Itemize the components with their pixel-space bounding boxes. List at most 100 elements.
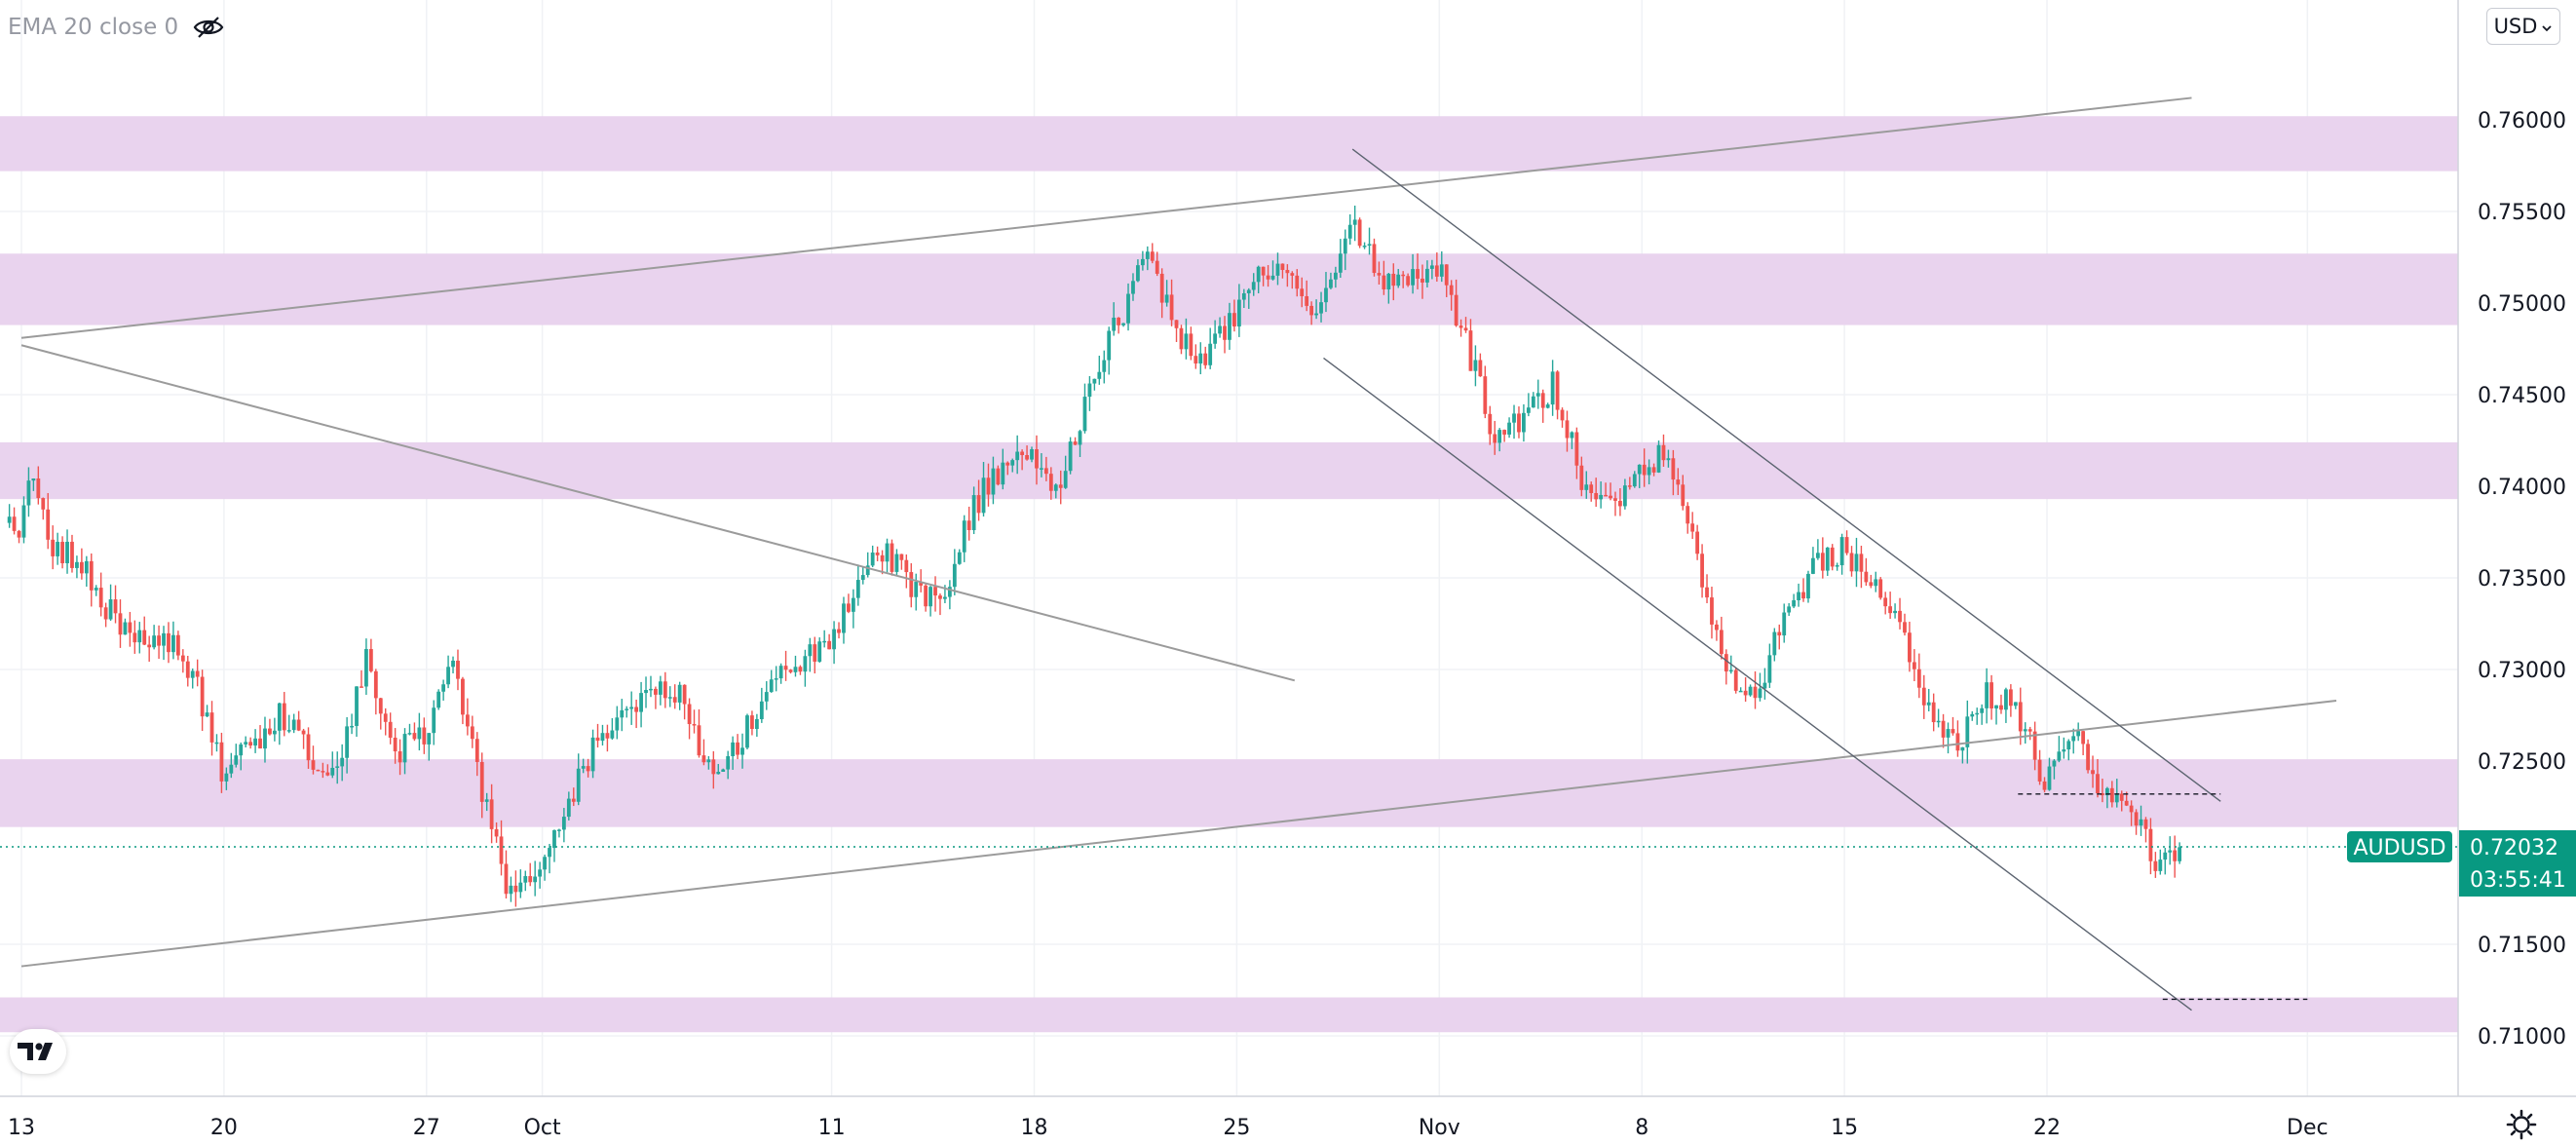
candle-down — [1594, 492, 1599, 500]
candle-down — [1681, 484, 1686, 507]
candle-down — [133, 632, 137, 643]
candle-down — [736, 742, 739, 755]
candle-down — [1651, 467, 1656, 473]
candle-up — [658, 681, 663, 695]
candle-up — [1092, 378, 1097, 384]
candle-up — [1531, 396, 1535, 408]
candle-down — [1560, 409, 1565, 421]
candle-up — [2076, 731, 2081, 737]
candle-up — [1854, 554, 1859, 572]
candle-down — [1488, 413, 1493, 435]
candle-down — [499, 836, 504, 864]
candle-up — [190, 670, 195, 678]
candle-up — [803, 656, 808, 672]
candle-down — [2109, 787, 2114, 803]
candle-down — [147, 644, 152, 648]
candle-up — [1068, 441, 1073, 472]
time-tick-label: 18 — [1021, 1116, 1048, 1140]
candle-up — [952, 563, 957, 588]
candle-down — [701, 755, 706, 763]
candle-down — [2148, 828, 2153, 861]
time-tick-label: 27 — [413, 1116, 440, 1140]
candle-down — [1117, 317, 1121, 325]
candle-up — [1535, 393, 1540, 397]
candle-down — [1478, 360, 1483, 377]
time-tick-label: Dec — [2287, 1116, 2329, 1140]
candle-down — [383, 713, 388, 722]
candle-up — [894, 554, 899, 572]
candle-up — [870, 553, 875, 566]
candle-up — [137, 630, 142, 643]
candle-down — [1903, 622, 1907, 633]
candle-up — [745, 715, 749, 748]
candle-down — [1710, 597, 1714, 625]
last-price-tags: AUDUSD 0.72032 03:55:41 — [2347, 829, 2576, 897]
candle-up — [1040, 468, 1043, 470]
candle-down — [1169, 294, 1174, 321]
indicator-label: EMA 20 close 0 — [8, 15, 179, 40]
candle-down — [2143, 819, 2148, 829]
candle-up — [1936, 720, 1941, 723]
candle-down — [36, 478, 41, 499]
candle-down — [2119, 793, 2124, 801]
candle-up — [639, 693, 643, 712]
candle-up — [1136, 265, 1140, 282]
candle-up — [224, 773, 229, 782]
candle-up — [1213, 333, 1218, 344]
candle-up — [1164, 294, 1169, 303]
candle-up — [94, 588, 98, 591]
currency-button[interactable]: USD — [2486, 8, 2560, 45]
candle-down — [890, 543, 894, 572]
candle-down — [1921, 687, 1926, 706]
candle-up — [740, 747, 744, 755]
candle-down — [268, 728, 272, 735]
candle-up — [1656, 444, 1661, 473]
candle-up — [1429, 265, 1434, 269]
candle-up — [277, 703, 282, 731]
candle-down — [2134, 812, 2139, 826]
candle-up — [566, 798, 571, 818]
candle-up — [629, 707, 634, 709]
candle-down — [1908, 632, 1912, 663]
candle-up — [1140, 258, 1145, 266]
eye-crossed-icon[interactable] — [192, 15, 225, 40]
candle-down — [513, 885, 518, 893]
candle-up — [2047, 766, 2052, 790]
candle-up — [263, 728, 267, 749]
candle-up — [981, 478, 986, 514]
time-axis[interactable]: 13 20 27 Oct 11 18 25 Nov 8 15 22 Dec — [8, 1116, 2329, 1140]
candle-up — [214, 742, 219, 745]
candle-down — [1295, 275, 1300, 289]
candle-up — [1946, 729, 1951, 738]
candle-up — [2023, 729, 2027, 732]
gear-icon[interactable] — [2506, 1109, 2537, 1145]
candle-up — [1960, 746, 1965, 751]
candle-down — [986, 478, 991, 495]
candle-down — [46, 509, 51, 540]
candle-up — [1001, 462, 1005, 485]
candle-down — [798, 667, 803, 672]
candle-down — [1733, 669, 1738, 691]
candle-up — [1102, 360, 1107, 372]
candle-down — [571, 798, 576, 802]
price-tick-label: 0.74000 — [2478, 476, 2566, 500]
candle-down — [2032, 731, 2037, 760]
tradingview-logo-icon[interactable] — [10, 1029, 66, 1074]
candle-up — [1512, 413, 1516, 423]
candle-down — [1073, 441, 1078, 445]
candle-down — [2153, 860, 2158, 871]
candle-up — [2114, 793, 2119, 803]
candle-down — [1058, 484, 1063, 488]
candle-down — [1048, 474, 1053, 491]
candle-up — [1738, 690, 1743, 693]
candle-down — [1280, 263, 1285, 271]
candle-up — [1507, 422, 1511, 435]
candle-down — [899, 554, 904, 560]
candle-down — [175, 634, 180, 656]
price-axis[interactable]: 0.76000 0.75500 0.75000 0.74500 0.74000 0.735… — [2478, 109, 2566, 1050]
candle-down — [1179, 327, 1184, 350]
candle-down — [1916, 668, 1921, 688]
indicator-legend[interactable]: EMA 20 close 0 — [8, 10, 225, 45]
candle-down — [1686, 506, 1690, 524]
